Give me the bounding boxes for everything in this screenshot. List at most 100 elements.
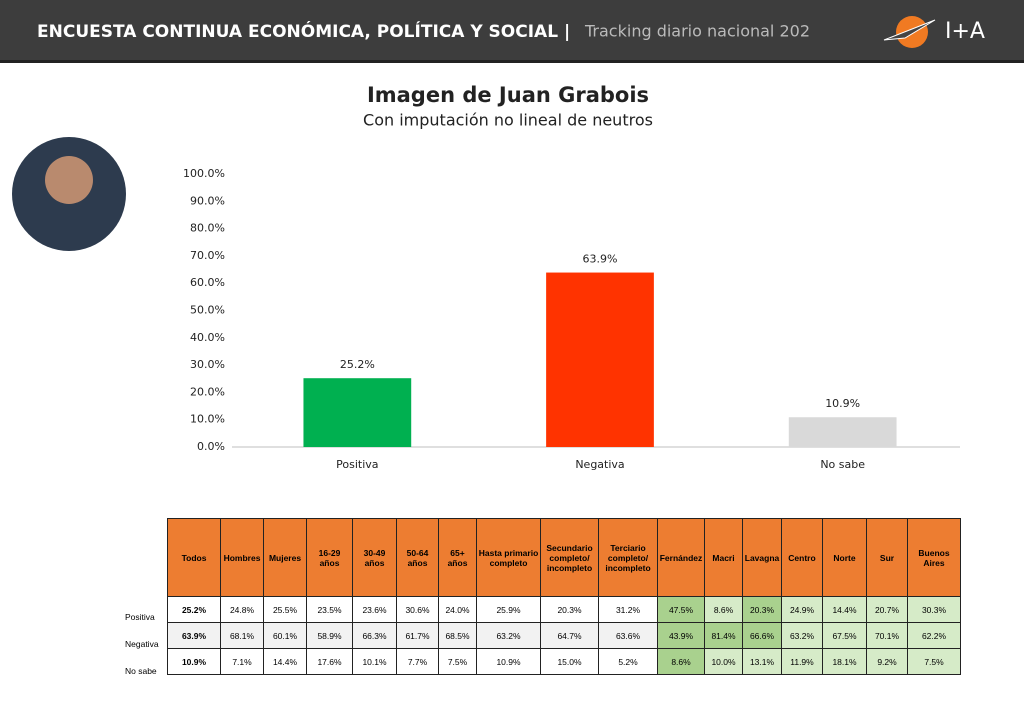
row-label: Positiva <box>125 612 155 622</box>
cell: 81.4% <box>704 622 743 649</box>
cell: 47.5% <box>657 596 705 623</box>
cell: 67.5% <box>822 622 867 649</box>
y-tick-label: 20.0% <box>190 385 225 398</box>
cell: 18.1% <box>822 648 867 675</box>
cell: 68.5% <box>438 622 477 649</box>
logo-plane <box>883 19 936 41</box>
cell: 63.2% <box>781 622 823 649</box>
y-tick-label: 60.0% <box>190 276 225 289</box>
cell: 62.2% <box>907 622 961 649</box>
cell: 10.0% <box>704 648 743 675</box>
cell: 66.6% <box>742 622 782 649</box>
cell: 30.6% <box>396 596 439 623</box>
row-label: Negativa <box>125 639 159 649</box>
portrait-face <box>45 156 93 204</box>
column-header: Sur <box>866 518 908 597</box>
bar <box>303 378 412 447</box>
cell: 7.5% <box>907 648 961 675</box>
cell: 9.2% <box>866 648 908 675</box>
data-row: 10.9% 7.1% 14.4% 17.6% 10.1% 7.7% 7.5% 10.9% 15.… <box>167 648 961 675</box>
cell: 14.4% <box>822 596 867 623</box>
cell: 60.1% <box>263 622 307 649</box>
y-tick-label: 0.0% <box>197 440 225 453</box>
header-bar <box>0 0 1024 60</box>
cell: 25.5% <box>263 596 307 623</box>
x-tick-label: No sabe <box>820 458 865 471</box>
column-header: Mujeres <box>263 518 307 597</box>
crosstab: Todos Hombres Mujeres 16-29 años 30-49 años 5… <box>167 518 961 675</box>
header-row: Todos Hombres Mujeres 16-29 años 30-49 años 5… <box>167 518 961 597</box>
x-tick-label: Negativa <box>575 458 624 471</box>
cell: 24.9% <box>781 596 823 623</box>
column-header: Fernández <box>657 518 705 597</box>
header-subtitle: Tracking diario nacional 202 <box>584 22 810 41</box>
cell: 64.7% <box>540 622 599 649</box>
cell: 23.5% <box>306 596 353 623</box>
value-label: 63.9% <box>583 253 618 266</box>
column-header: 16-29 años <box>306 518 353 597</box>
header-title: ENCUESTA CONTINUA ECONÓMICA, POLÍTICA Y … <box>37 20 570 42</box>
cell: 14.4% <box>263 648 307 675</box>
cell: 20.3% <box>540 596 599 623</box>
value-label: 25.2% <box>340 358 375 371</box>
cell: 61.7% <box>396 622 439 649</box>
column-header: Secundario completo/ incompleto <box>540 518 599 597</box>
value-label: 10.9% <box>825 397 860 410</box>
y-tick-label: 70.0% <box>190 249 225 262</box>
cell: 23.6% <box>352 596 397 623</box>
cell: 17.6% <box>306 648 353 675</box>
y-tick-label: 80.0% <box>190 222 225 235</box>
cell: 24.8% <box>220 596 264 623</box>
column-header: Hasta primario completo <box>476 518 541 597</box>
cell: 63.2% <box>476 622 541 649</box>
cell: 8.6% <box>657 648 705 675</box>
cell: 63.6% <box>598 622 658 649</box>
chart-subtitle: Con imputación no lineal de neutros <box>363 111 653 130</box>
cell: 25.2% <box>167 596 221 623</box>
row-label: No sabe <box>125 666 157 676</box>
cell: 43.9% <box>657 622 705 649</box>
cell: 25.9% <box>476 596 541 623</box>
cell: 10.9% <box>476 648 541 675</box>
cell: 68.1% <box>220 622 264 649</box>
cell: 13.1% <box>742 648 782 675</box>
cell: 7.7% <box>396 648 439 675</box>
column-header: Macri <box>704 518 743 597</box>
chart-title: Imagen de Juan Grabois <box>367 83 649 107</box>
cell: 20.7% <box>866 596 908 623</box>
cell: 30.3% <box>907 596 961 623</box>
column-header: Lavagna <box>742 518 782 597</box>
column-header: 50-64 años <box>396 518 439 597</box>
y-tick-label: 30.0% <box>190 358 225 371</box>
column-header: Terciario completo/ incompleto <box>598 518 658 597</box>
logo-text: I+A <box>945 19 985 44</box>
column-header: Norte <box>822 518 867 597</box>
bar <box>788 417 897 447</box>
cell: 15.0% <box>540 648 599 675</box>
data-row: 25.2% 24.8% 25.5% 23.5% 23.6% 30.6% 24.0% 25.9%… <box>167 596 961 623</box>
x-tick-label: Positiva <box>336 458 378 471</box>
data-row: 63.9% 68.1% 60.1% 58.9% 66.3% 61.7% 68.5% 63.2%… <box>167 622 961 649</box>
cell: 10.1% <box>352 648 397 675</box>
cell: 31.2% <box>598 596 658 623</box>
header-rule <box>0 60 1024 63</box>
column-header: Centro <box>781 518 823 597</box>
y-tick-label: 10.0% <box>190 413 225 426</box>
cell: 58.9% <box>306 622 353 649</box>
cell: 63.9% <box>167 622 221 649</box>
cell: 24.0% <box>438 596 477 623</box>
cell: 66.3% <box>352 622 397 649</box>
cell: 20.3% <box>742 596 782 623</box>
bar <box>546 272 654 447</box>
cell: 70.1% <box>866 622 908 649</box>
y-tick-label: 40.0% <box>190 331 225 344</box>
cell: 7.1% <box>220 648 264 675</box>
cell: 8.6% <box>704 596 743 623</box>
y-tick-label: 50.0% <box>190 304 225 317</box>
cell: 11.9% <box>781 648 823 675</box>
column-header: 30-49 años <box>352 518 397 597</box>
y-tick-label: 90.0% <box>190 194 225 207</box>
cell: 10.9% <box>167 648 221 675</box>
